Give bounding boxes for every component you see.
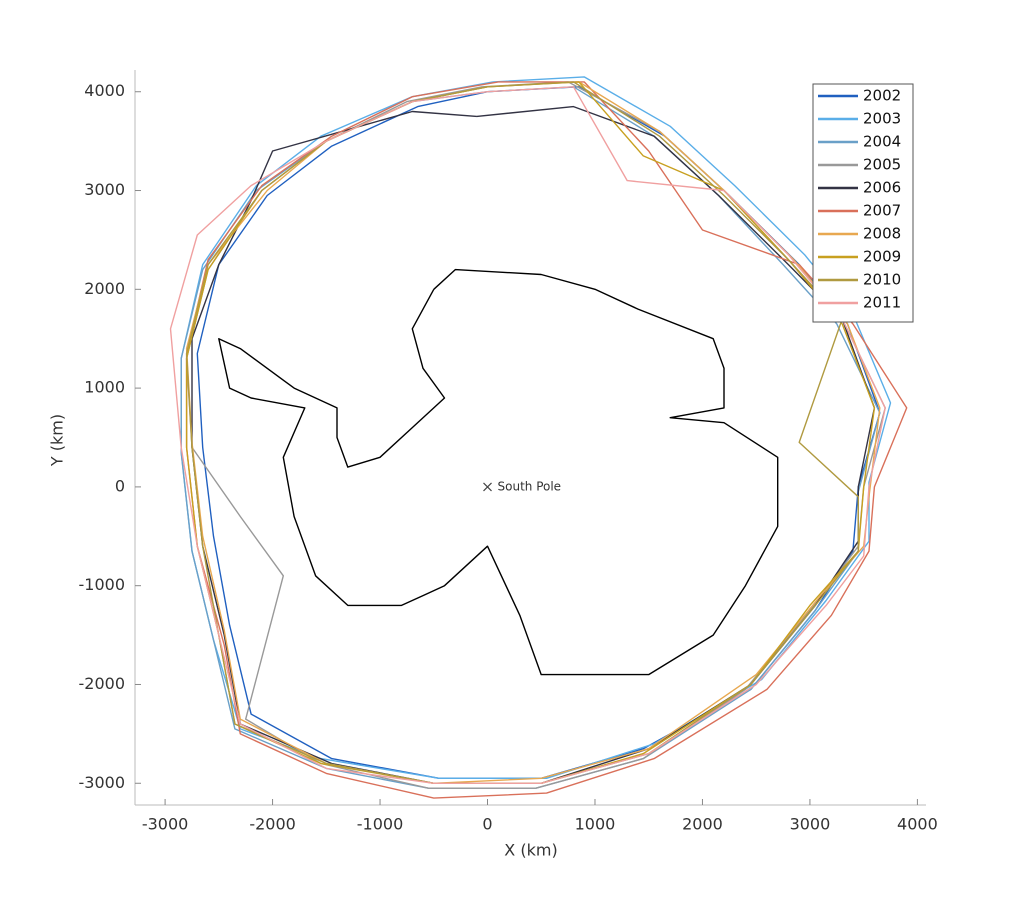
coastline (218, 268, 779, 676)
ice-edge-line (185, 81, 876, 784)
legend-label: 2003 (863, 110, 901, 128)
ice-edge-line (185, 81, 859, 784)
legend-label: 2002 (863, 87, 901, 105)
y-tick-label: 4000 (84, 81, 125, 100)
ice-edge-line (169, 86, 886, 784)
y-axis-label: Y (km) (48, 414, 67, 467)
ice-edge-line (185, 81, 908, 799)
x-tick-label: 4000 (897, 815, 938, 834)
annotation-marker (483, 482, 492, 492)
legend-label: 2007 (863, 202, 901, 220)
ice-edge-line (196, 86, 881, 779)
legend-label: 2011 (863, 294, 901, 312)
x-axis-label: X (km) (504, 841, 557, 860)
y-tick-label: -2000 (79, 674, 126, 693)
ice-edge-line (185, 81, 886, 789)
legend-label: 2005 (863, 156, 901, 174)
legend-box (812, 83, 914, 323)
x-tick-label: 0 (482, 815, 492, 834)
y-tick-label: 2000 (84, 279, 125, 298)
annotation-label: South Pole (498, 479, 562, 493)
legend-label: 2009 (863, 248, 901, 266)
ice-edge-line (191, 105, 876, 784)
ice-edge-line (180, 76, 892, 779)
y-tick-label: 0 (115, 476, 125, 495)
x-tick-label: -3000 (142, 815, 189, 834)
legend-label: 2008 (863, 225, 901, 243)
ice-edge-line (180, 86, 881, 789)
legend-label: 2004 (863, 133, 901, 151)
legend-label: 2006 (863, 179, 901, 197)
x-tick-label: 3000 (790, 815, 831, 834)
x-tick-label: 2000 (682, 815, 723, 834)
y-tick-label: 3000 (84, 180, 125, 199)
x-tick-label: -2000 (249, 815, 296, 834)
x-tick-label: -1000 (357, 815, 404, 834)
y-tick-label: -1000 (79, 575, 126, 594)
y-tick-label: 1000 (84, 378, 125, 397)
x-tick-label: 1000 (575, 815, 616, 834)
legend-label: 2010 (863, 271, 901, 289)
y-tick-label: -3000 (79, 773, 126, 792)
